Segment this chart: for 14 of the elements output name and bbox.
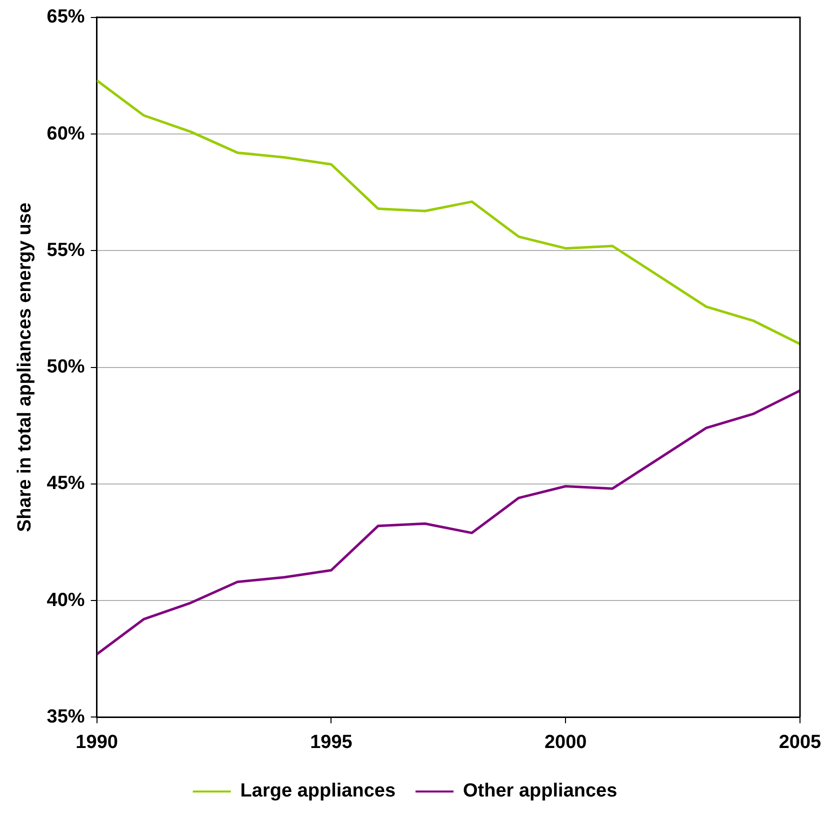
x-tick-label: 1995 [310, 732, 353, 753]
x-tick-label: 1990 [76, 732, 118, 753]
y-tick-label: 50% [46, 356, 85, 378]
y-tick-label: 65% [46, 6, 85, 28]
legend-label: Other appliances [463, 780, 618, 802]
x-tick-label: 2005 [778, 732, 822, 753]
legend-label: Large appliances [240, 780, 396, 802]
y-tick-label: 40% [46, 590, 85, 611]
y-tick-label: 60% [46, 123, 85, 144]
y-tick-label: 35% [46, 706, 85, 728]
y-tick-label: 45% [46, 473, 85, 494]
x-tick-label: 2000 [544, 732, 587, 753]
y-tick-label: 55% [46, 240, 85, 261]
y-axis-title: Share in total appliances energy use [14, 202, 36, 532]
